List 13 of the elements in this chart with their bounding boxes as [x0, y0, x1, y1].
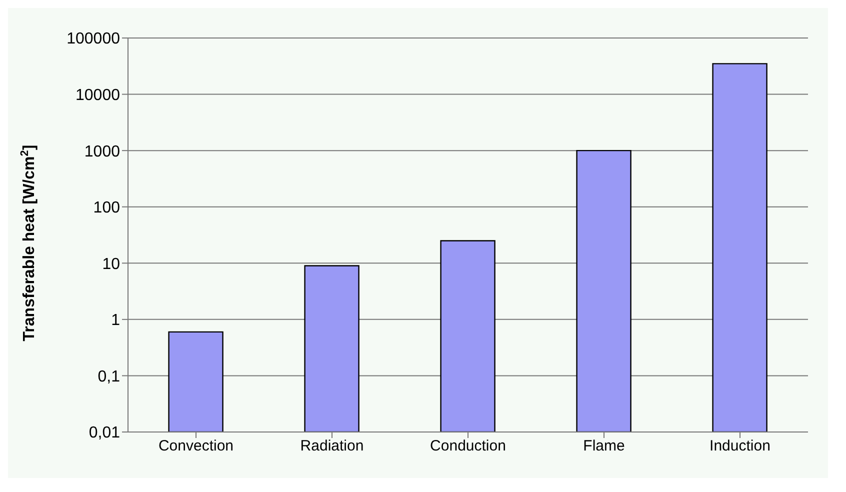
x-tick-label: Flame — [583, 438, 625, 455]
y-tick-label: 100 — [93, 200, 120, 217]
y-tick-label: 0,1 — [98, 368, 120, 386]
y-tick-label: 0,01 — [88, 424, 120, 442]
y-tick-label: 1 — [111, 312, 120, 330]
y-tick-label: 10000 — [76, 86, 120, 104]
x-tick-label: Induction — [710, 438, 770, 455]
y-tick-label: 100000 — [66, 30, 120, 48]
y-tick-label: 10 — [102, 256, 120, 273]
x-tick-label: Radiation — [300, 438, 364, 455]
x-tick-label: Convection — [158, 438, 234, 455]
x-tick-label: Conduction — [430, 438, 506, 455]
y-tick-label: 1000 — [84, 143, 120, 160]
